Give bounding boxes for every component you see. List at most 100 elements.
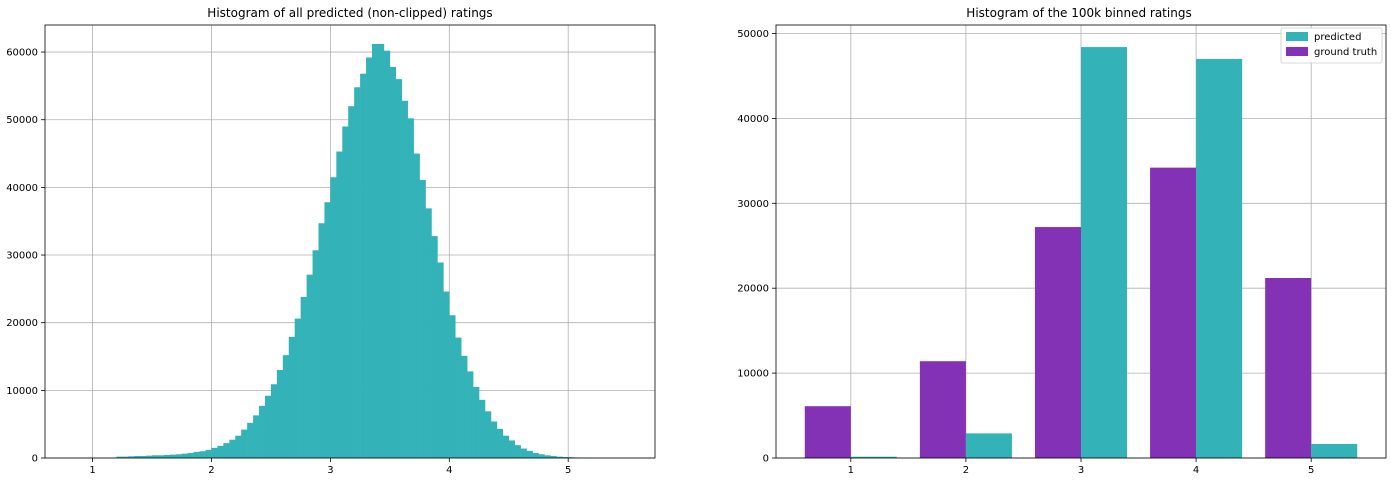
histogram-bar	[146, 455, 153, 458]
histogram-chart: Histogram of all predicted (non-clipped)…	[6, 6, 656, 476]
bar-predicted	[1311, 443, 1358, 458]
histogram-bar	[508, 440, 515, 458]
x-tick-label: 3	[327, 465, 333, 476]
y-tick-label: 30000	[737, 199, 769, 210]
y-tick-label: 30000	[6, 251, 38, 262]
histogram-bar	[514, 445, 521, 458]
x-axis-ticks: 1 2 3 4 5	[848, 458, 1314, 476]
histogram-bar	[532, 452, 539, 458]
histogram-bar	[467, 371, 474, 458]
histogram-bar	[556, 456, 563, 458]
histogram-bar	[193, 451, 200, 458]
histogram-bar	[312, 250, 319, 458]
binned-bar-chart: Histogram of the 100k binned ratings 1 2 3…	[737, 6, 1387, 476]
chart-title: Histogram of the 100k binned ratings	[966, 6, 1191, 20]
histogram-bars	[116, 43, 593, 459]
histogram-bar	[496, 428, 504, 458]
histogram-bar	[395, 79, 403, 458]
bar-ground-truth	[1265, 278, 1312, 458]
histogram-bar	[389, 66, 397, 459]
histogram-bar	[342, 126, 349, 458]
histogram-bar	[377, 43, 385, 458]
histogram-bar	[544, 455, 551, 458]
histogram-bar	[134, 455, 141, 458]
histogram-bar	[211, 447, 218, 458]
histogram-bar	[116, 456, 123, 458]
histogram-bar	[282, 355, 290, 458]
histogram-bar	[425, 208, 432, 458]
y-tick-label: 60000	[6, 48, 38, 59]
x-tick-label: 1	[848, 465, 854, 476]
histogram-bar	[371, 43, 379, 458]
bar-predicted	[1081, 47, 1128, 458]
histogram-bar	[247, 422, 254, 458]
y-axis-ticks: 0 10000 20000 30000 40000 50000	[737, 29, 776, 465]
x-tick-label: 5	[1308, 465, 1314, 476]
histogram-bar	[449, 315, 456, 458]
histogram-bar	[276, 370, 284, 458]
histogram-bar	[461, 355, 468, 458]
y-tick-label: 0	[763, 454, 769, 465]
histogram-bar	[169, 454, 177, 458]
histogram-bar	[419, 179, 426, 459]
y-tick-label: 10000	[737, 369, 769, 380]
histogram-bar	[253, 415, 260, 458]
histogram-bar	[235, 435, 242, 458]
histogram-bar	[122, 456, 129, 458]
x-tick-label: 3	[1078, 465, 1084, 476]
histogram-bar	[366, 57, 373, 458]
histogram-bar	[306, 274, 313, 458]
y-tick-label: 50000	[737, 29, 769, 40]
histogram-bar	[181, 453, 188, 458]
histogram-bar	[568, 457, 575, 458]
histogram-bar	[241, 429, 248, 458]
bar-ground-truth	[1150, 167, 1197, 458]
y-tick-label: 40000	[6, 183, 38, 194]
histogram-bar	[520, 448, 527, 458]
histogram-bar	[383, 50, 391, 458]
histogram-bar	[348, 106, 355, 458]
histogram-bar	[229, 439, 236, 458]
bar-ground-truth	[1034, 227, 1081, 458]
histogram-bar	[140, 455, 147, 458]
histogram-bar	[259, 405, 266, 458]
histogram-bar	[407, 118, 414, 458]
histogram-bar	[336, 151, 343, 458]
y-tick-label: 10000	[6, 386, 38, 397]
histogram-bar	[205, 449, 212, 458]
histogram-bar	[550, 455, 557, 458]
legend-label-ground-truth: ground truth	[1314, 47, 1377, 58]
histogram-bar	[502, 435, 510, 458]
histogram-bar	[294, 318, 301, 458]
x-tick-label: 5	[565, 465, 571, 476]
bar-ground-truth	[804, 406, 851, 458]
histogram-bar	[490, 421, 498, 458]
y-axis-ticks: 0 10000 20000 30000 40000 50000 60000	[6, 48, 45, 465]
histogram-bar	[431, 236, 438, 458]
histogram-bar	[300, 296, 307, 458]
y-tick-label: 0	[32, 454, 38, 465]
histogram-bar	[455, 337, 462, 458]
plot-frame	[44, 24, 656, 459]
histogram-bar	[360, 73, 367, 459]
legend: predicted ground truth	[1280, 27, 1383, 64]
histogram-bar	[128, 456, 135, 458]
histogram-bar	[288, 336, 296, 458]
histogram-bar	[199, 451, 206, 458]
bar-predicted	[1196, 58, 1243, 458]
histogram-bar	[152, 455, 159, 458]
histogram-bar	[473, 386, 480, 458]
histogram-bar	[157, 455, 165, 458]
histogram-bar	[187, 452, 194, 458]
x-tick-label: 4	[446, 465, 452, 476]
histogram-bar	[413, 153, 420, 458]
y-tick-label: 50000	[6, 115, 38, 126]
histogram-bar	[437, 262, 444, 458]
histogram-bar	[330, 177, 337, 458]
bar-predicted	[850, 456, 897, 458]
x-tick-label: 2	[208, 465, 214, 476]
histogram-bar	[538, 454, 545, 458]
histogram-bar	[562, 456, 569, 458]
histogram-bar	[443, 291, 450, 458]
